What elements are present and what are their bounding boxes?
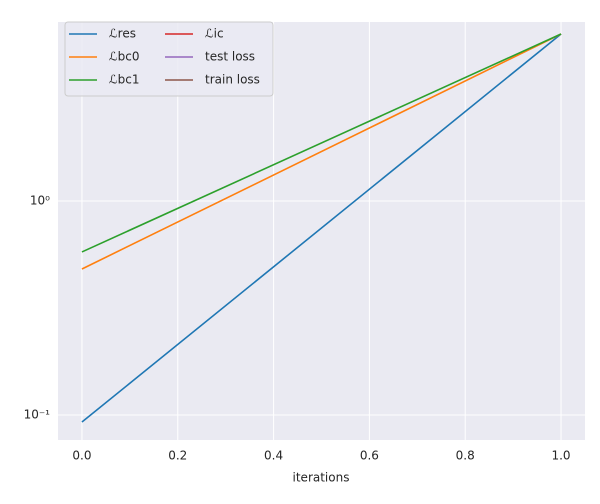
series-line [81,33,562,270]
x-tick-label: 0.8 [456,449,475,463]
legend: ℒres ℒbc0 ℒbc1 ℒic test loss train loss [64,21,274,97]
legend-box [64,21,274,97]
series-line [81,33,562,423]
y-tick-label: 10⁻¹ [24,407,51,421]
legend-label: ℒbc0 [109,50,140,64]
series-line [81,33,562,253]
legend-label: test loss [205,50,255,64]
x-tick-label: 0.0 [72,449,91,463]
legend-label: train loss [205,73,260,87]
x-tick-label: 1.0 [551,449,570,463]
legend-label: ℒres [109,27,136,41]
lines [81,33,562,423]
x-tick-label: 0.2 [168,449,187,463]
x-tick-label: 0.6 [360,449,379,463]
legend-label: ℒic [205,27,224,41]
legend-label: ℒbc1 [109,73,140,87]
x-axis-label: iterations [293,471,350,485]
x-tick-label: 0.4 [264,449,283,463]
y-tick-label: 10⁰ [30,193,50,207]
